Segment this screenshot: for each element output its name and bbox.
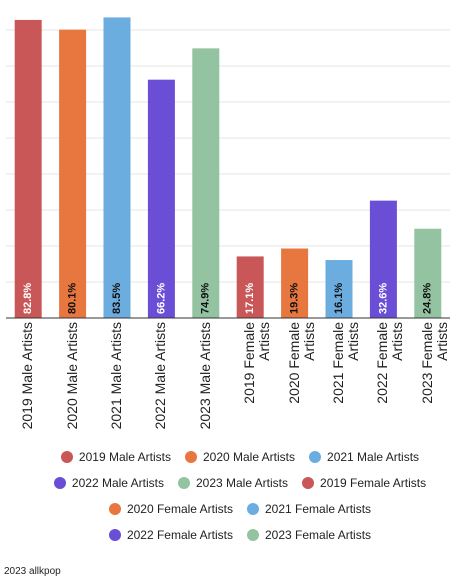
legend-item: 2019 Female Artists xyxy=(302,474,426,492)
value-label: 19.3% xyxy=(289,283,301,314)
legend-swatch xyxy=(302,477,315,489)
x-tick-label: 2022 Male Artists xyxy=(152,322,169,430)
legend-label: 2020 Female Artists xyxy=(126,502,233,516)
x-tick-label: 2020 Male Artists xyxy=(63,322,80,430)
bar xyxy=(281,248,309,318)
legend-swatch xyxy=(177,477,190,489)
legend-label: 2019 Female Artists xyxy=(320,476,427,490)
legend-item: 2022 Male Artists xyxy=(53,474,164,492)
source: 2023 allkpop xyxy=(4,566,61,577)
legend: 2019 Male Artists 2020 Male Artists 2021 M… xyxy=(40,448,440,544)
bar xyxy=(147,79,175,319)
legend-label: 2022 Male Artists xyxy=(71,476,164,490)
x-tick-label: 2021 Female Artists xyxy=(330,322,361,404)
legend-item: 2023 Male Artists xyxy=(177,474,289,492)
value-label: 66.2% xyxy=(155,283,167,314)
bar xyxy=(236,256,264,318)
x-tick-label: 2021 Male Artists xyxy=(108,322,124,430)
value-label: 17.1% xyxy=(244,283,256,314)
value-label: 80.1% xyxy=(67,283,79,314)
legend-item: 2021 Male Artists xyxy=(309,448,419,466)
legend-swatch xyxy=(53,477,66,489)
legend-label: 2021 Male Artists xyxy=(327,450,420,464)
legend-item: 2020 Male Artists xyxy=(184,448,296,466)
legend-item: 2023 Female Artists xyxy=(247,526,371,544)
legend-item: 2021 Female Artists xyxy=(247,500,371,518)
legend-swatch xyxy=(247,503,259,515)
x-tick-label: 2019 Female Artists xyxy=(241,322,273,404)
legend-label: 2023 Female Artists xyxy=(265,528,372,542)
bar xyxy=(414,228,442,318)
bar xyxy=(59,29,87,318)
value-label: 24.8% xyxy=(422,283,434,314)
x-tick-label: 2023 Female Artists xyxy=(418,322,450,404)
bar xyxy=(192,48,220,319)
legend-swatch xyxy=(309,451,322,463)
legend-label: 2022 Female Artists xyxy=(126,528,233,542)
value-label: 16.1% xyxy=(333,283,345,314)
x-tick-label: 2019 Male Artists xyxy=(19,322,36,430)
legend-swatch xyxy=(60,451,73,463)
legend-label: 2023 Male Artists xyxy=(195,476,289,490)
bar xyxy=(325,260,353,318)
legend-item: 2020 Female Artists xyxy=(108,500,233,518)
legend-item: 2022 Female Artists xyxy=(108,526,233,544)
value-label: 82.8% xyxy=(22,283,34,314)
chart: 82.8% 80.1% 83.5% 66.2% 74.9% 17.1% 19.3% 16.1%… xyxy=(6,17,450,319)
x-tick-label: 2023 Male Artists xyxy=(196,322,213,430)
legend-label: 2021 Female Artists xyxy=(265,502,372,516)
legend-label: 2020 Male Artists xyxy=(202,450,296,464)
value-label: 32.6% xyxy=(377,283,389,314)
legend-swatch xyxy=(108,503,121,515)
bar xyxy=(14,19,42,318)
value-label: 74.9% xyxy=(200,283,212,314)
legend-swatch xyxy=(108,529,121,541)
legend-swatch xyxy=(247,529,259,541)
x-tick-label: 2020 Female Artists xyxy=(285,322,317,404)
value-label: 83.5% xyxy=(111,283,123,314)
bar xyxy=(369,200,397,318)
legend-item: 2019 Male Artists xyxy=(60,448,171,466)
legend-label: 2019 Male Artists xyxy=(78,450,171,464)
legend-swatch xyxy=(184,451,197,463)
x-tick-label: 2022 Female Artists xyxy=(374,322,406,404)
bar xyxy=(103,17,131,319)
